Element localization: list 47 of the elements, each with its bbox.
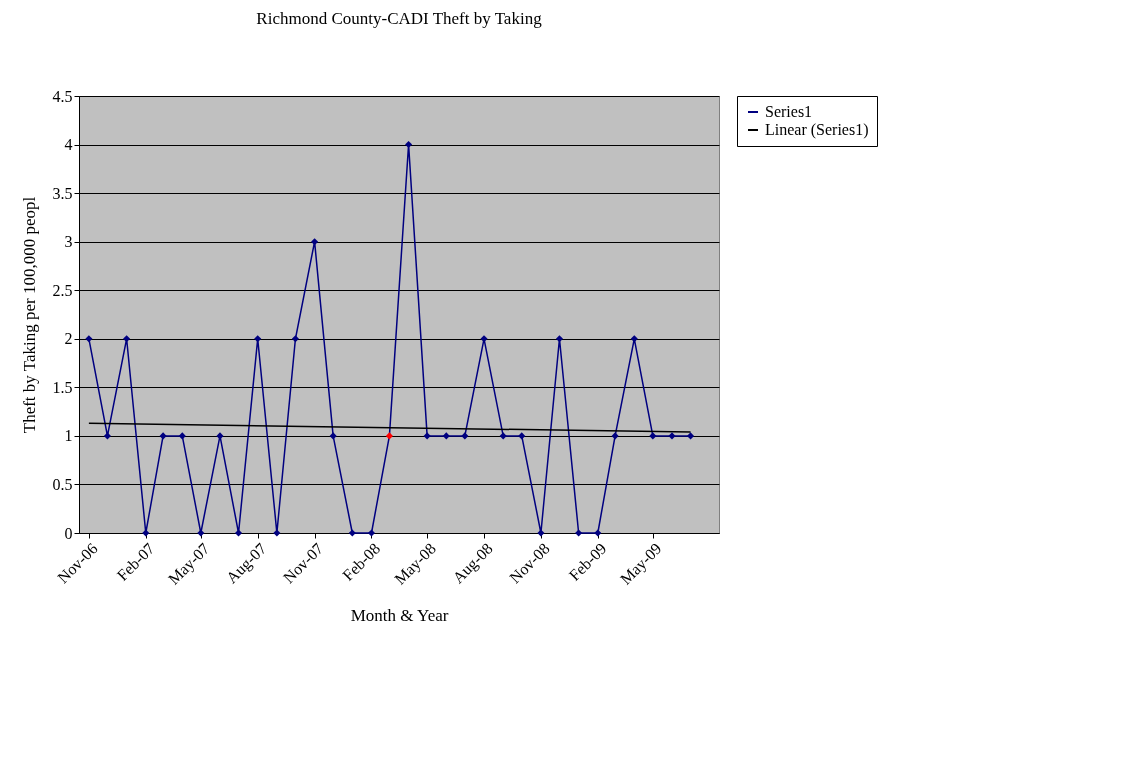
point (123, 335, 131, 343)
point (254, 335, 262, 343)
point (575, 529, 583, 537)
point (499, 432, 507, 440)
point (85, 335, 93, 343)
point (518, 432, 526, 440)
point (442, 432, 450, 440)
point (423, 432, 431, 440)
point (555, 335, 563, 343)
point (142, 529, 150, 537)
point (311, 238, 319, 246)
legend-label: Linear (Series1) (765, 121, 869, 139)
point (630, 335, 638, 343)
y-tick-label: 1.5 (52, 378, 73, 396)
y-tick-label: 0 (64, 524, 73, 542)
point (594, 529, 602, 537)
point (405, 141, 413, 149)
legend-label: Series1 (765, 103, 813, 120)
point (273, 529, 281, 537)
point (197, 529, 205, 537)
point (329, 432, 337, 440)
y-tick-label: 3.5 (52, 184, 73, 202)
point (348, 529, 356, 537)
point (668, 432, 676, 440)
point (235, 529, 243, 537)
point (159, 432, 167, 440)
point (103, 432, 111, 440)
y-tick-label: 1 (64, 427, 73, 445)
point (687, 432, 695, 440)
y-axis-title: Theft by Taking per 100,000 peopl (19, 196, 39, 434)
y-tick-label: 3 (64, 233, 73, 251)
chart-title: Richmond County-CADI Theft by Taking (256, 9, 543, 28)
y-tick-label: 2 (64, 330, 73, 348)
y-tick-label: 2.5 (52, 281, 73, 299)
y-tick-label: 4.5 (52, 87, 73, 105)
point (461, 432, 469, 440)
point (367, 529, 376, 537)
point (178, 432, 186, 440)
y-tick-label: 0.5 (52, 475, 73, 493)
point (216, 432, 224, 440)
point (537, 529, 545, 537)
point (385, 432, 393, 440)
x-axis-title: Month & Year (350, 605, 449, 625)
point (611, 432, 619, 440)
point (291, 335, 299, 343)
point (649, 432, 657, 440)
y-tick-label: 4 (64, 136, 73, 154)
